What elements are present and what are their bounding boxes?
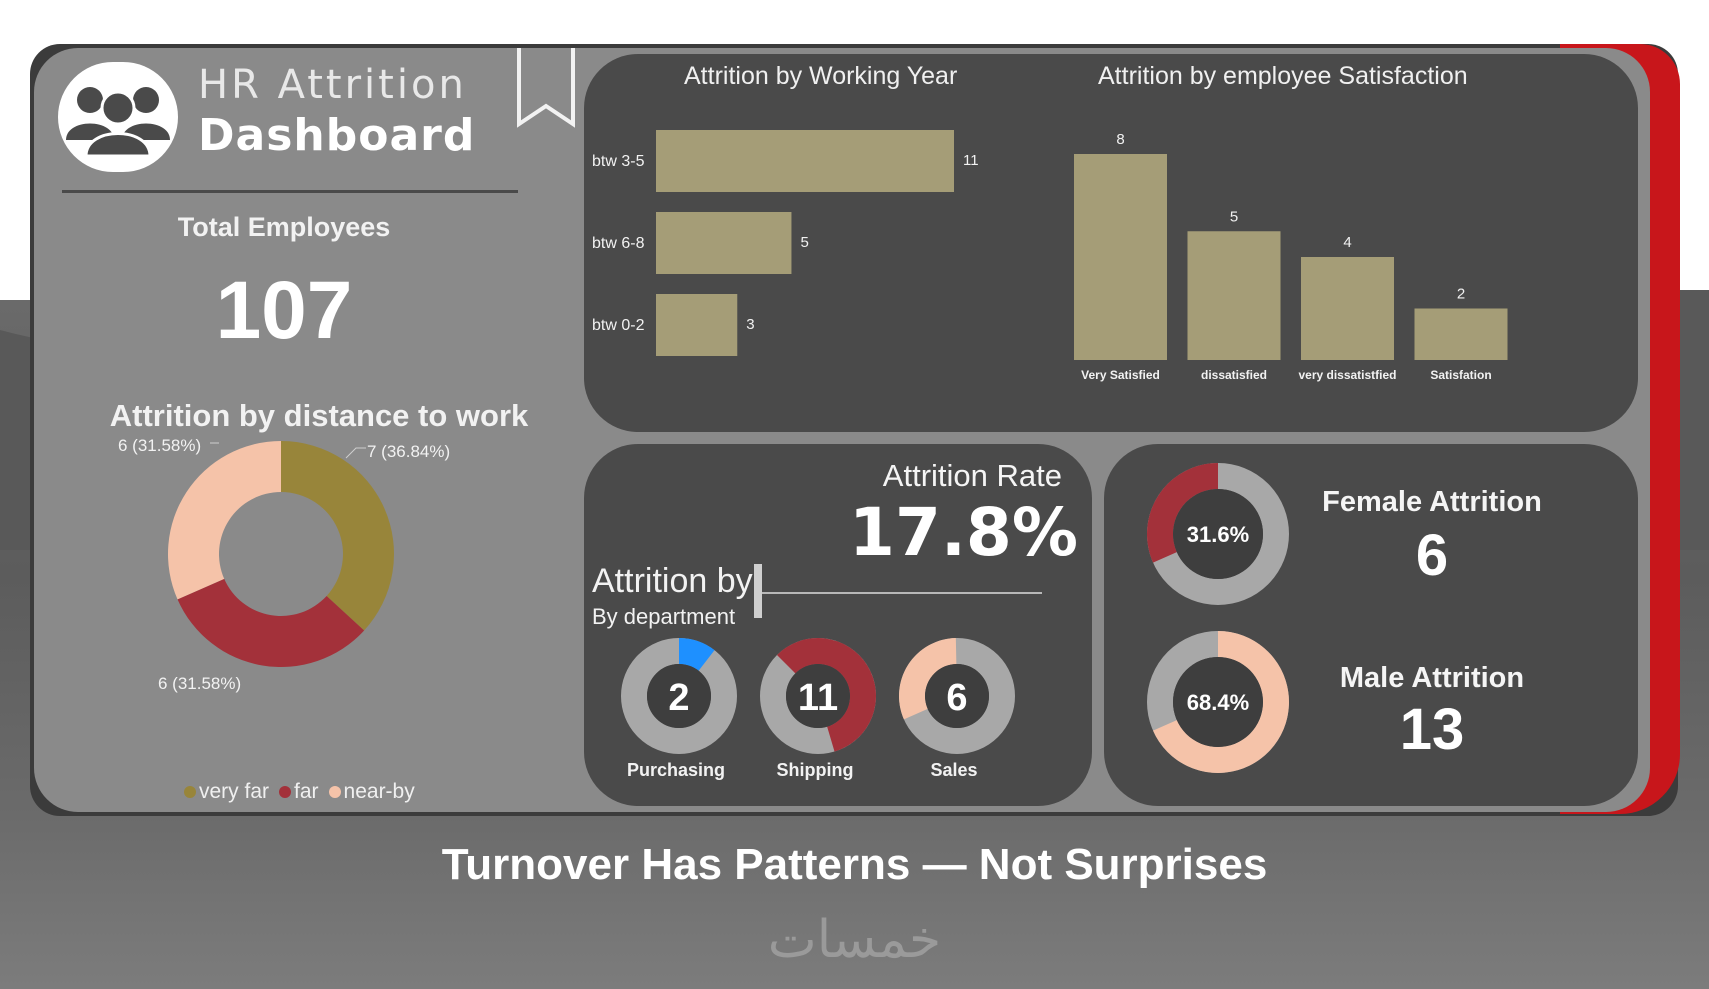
gender-ring-center[interactable]: [1173, 489, 1263, 579]
distance-slice-far[interactable]: [177, 578, 365, 668]
distance-slice-very-far[interactable]: [281, 441, 395, 631]
dashboard-panel: HR Attrition Dashboard Total Employees 1…: [34, 48, 1650, 812]
bookmark-icon[interactable]: [516, 48, 576, 128]
department-value: 6: [946, 677, 967, 719]
legend-dot: [279, 786, 292, 798]
legend-item-near-by[interactable]: near-by: [328, 780, 415, 804]
male-attrition-label: Male Attrition: [1339, 662, 1525, 694]
header-divider: [62, 190, 518, 193]
gender-pct-label: 68.4%: [1187, 690, 1249, 715]
working-year-axis-label: btw 0-2: [592, 317, 645, 334]
working-year-data-label: 5: [800, 234, 808, 251]
distance-data-label: 6 (31.58%): [158, 674, 241, 693]
working-year-bar[interactable]: [656, 294, 738, 356]
legend-dot: [328, 786, 341, 798]
satisfaction-axis-label: Satisfation: [1430, 368, 1491, 382]
working-year-title: Attrition by Working Year: [684, 62, 958, 90]
female-attrition-label: Female Attrition: [1322, 486, 1542, 518]
top-charts-card: Attrition by Working Year Attrition by e…: [584, 54, 1638, 432]
dashboard-title-line1: HR Attrition: [198, 62, 467, 108]
distance-chart-title: Attrition by distance to work: [109, 398, 529, 433]
satisfaction-bar[interactable]: [1187, 231, 1281, 360]
department-ring-shipping[interactable]: [776, 638, 876, 752]
satisfaction-axis-label: very dissatistfied: [1298, 368, 1396, 382]
watermark-logo: خمسات: [767, 910, 942, 970]
satisfaction-data-label: 5: [1230, 208, 1238, 225]
people-logo: [58, 62, 178, 172]
leader-line[interactable]: [345, 447, 366, 459]
satisfaction-axis-label: dissatisfied: [1201, 368, 1267, 382]
department-name: Sales: [930, 760, 977, 780]
attrition-rate-value: 17.8%: [849, 494, 1078, 571]
department-ring-center[interactable]: [925, 664, 989, 728]
satisfaction-title: Attrition by employee Satisfaction: [1098, 62, 1468, 90]
satisfaction-bar[interactable]: [1414, 308, 1508, 361]
distance-data-label: 7 (36.84%): [367, 442, 450, 461]
gender-ring-center[interactable]: [1173, 657, 1263, 747]
legend-dot: [184, 786, 196, 798]
department-value: 2: [668, 677, 689, 719]
department-ring-purchasing[interactable]: [679, 638, 715, 671]
department-name: Purchasing: [627, 760, 725, 780]
satisfaction-data-label: 2: [1457, 286, 1465, 303]
department-ring-center[interactable]: [647, 664, 711, 728]
working-year-bar[interactable]: [656, 130, 954, 192]
by-department-label: By department: [592, 604, 736, 629]
department-ring-center[interactable]: [786, 664, 850, 728]
department-ring-sales[interactable]: [899, 638, 957, 720]
distance-slice-near-by[interactable]: [167, 441, 281, 600]
attrition-rate-label: Attrition Rate: [882, 458, 1062, 493]
total-employees-label: Total Employees: [177, 212, 391, 242]
gender-card: 31.6% 68.4% Female Attrition 6 Male Attri…: [1104, 444, 1638, 806]
distance-legend: very far far near-by: [184, 780, 415, 804]
working-year-bar[interactable]: [656, 212, 792, 274]
department-donuts[interactable]: 2 Purchasing 11 Shipping 6 Sales: [584, 444, 1092, 806]
satisfaction-data-label: 4: [1343, 234, 1351, 251]
distance-donut-chart[interactable]: 7 (36.84%) 6 (31.58%) 6 (31.58%): [34, 48, 594, 812]
satisfaction-bar[interactable]: [1301, 257, 1394, 360]
total-employees-value: 107: [215, 265, 353, 356]
gender-ring-female[interactable]: [1147, 463, 1218, 563]
legend-label: far: [294, 780, 319, 803]
gender-donuts[interactable]: 31.6% 68.4%: [1104, 444, 1638, 806]
department-name: Shipping: [777, 760, 854, 780]
department-value: 11: [798, 677, 838, 719]
gender-pct-label: 31.6%: [1187, 522, 1249, 547]
department-card: Attrition Rate 17.8% Attrition by By dep…: [584, 444, 1092, 806]
distance-data-label: 6 (31.58%): [118, 436, 201, 455]
top-bar-charts[interactable]: btw 3-5 11 btw 6-8 5 btw 0-2 3 8 Very Satisfied…: [584, 54, 1638, 432]
legend-item-far[interactable]: far: [279, 780, 319, 804]
satisfaction-data-label: 8: [1116, 131, 1124, 148]
working-year-axis-label: btw 6-8: [592, 235, 645, 252]
people-group-icon: [66, 87, 170, 158]
gender-ring-male[interactable]: [1153, 631, 1289, 773]
caption-text: Turnover Has Patterns — Not Surprises: [441, 840, 1268, 889]
satisfaction-bar[interactable]: [1074, 154, 1167, 360]
female-attrition-value: 6: [1415, 523, 1449, 588]
working-year-axis-label: btw 3-5: [592, 153, 645, 170]
male-attrition-value: 13: [1399, 697, 1465, 762]
department-slicer-handle[interactable]: [754, 564, 762, 618]
working-year-data-label: 3: [746, 316, 754, 333]
dashboard-title-line2: Dashboard: [198, 110, 476, 161]
legend-label: near-by: [343, 780, 415, 803]
working-year-data-label: 11: [963, 152, 979, 169]
legend-item-very-far[interactable]: very far: [184, 780, 269, 804]
legend-label: very far: [199, 780, 270, 803]
attrition-by-label: Attrition by: [592, 562, 753, 600]
department-slicer-track[interactable]: [762, 592, 1042, 594]
satisfaction-axis-label: Very Satisfied: [1081, 368, 1160, 382]
